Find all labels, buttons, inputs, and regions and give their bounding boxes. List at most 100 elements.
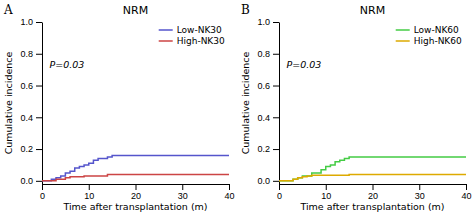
x-axis: 0 10 20 30 40 [277,184,472,201]
y-axis-line [279,23,280,185]
y-tick-label: 0.2 [257,144,270,154]
panel-label: B [241,3,250,17]
y-tick: 0.8 [20,49,42,59]
legend-label: High-NK30 [177,36,225,46]
legend-swatch [396,29,410,31]
legend-item: Low-NK30 [159,25,222,35]
x-tick-mark [419,184,420,190]
y-tick-label: 0.6 [257,81,270,91]
legend-label: High-NK60 [414,36,462,46]
x-tick-mark [182,184,183,190]
y-tick: 0.4 [257,113,279,123]
p-value: P=0.03 [286,59,321,70]
y-tick-label: 0.8 [20,49,33,59]
y-tick: 0.8 [257,49,279,59]
legend-swatch [159,40,173,42]
y-axis-title: Cumulative incidence [240,51,251,154]
step-line [42,155,229,180]
step-line [279,174,466,180]
x-tick-mark [229,184,230,190]
y-tick-label: 0.0 [257,176,270,186]
x-axis-title: Time after transplantation (m) [299,201,444,212]
panel: 0 10 20 30 40 0.0 0.2 0.4 0.6 0.8 1.0 NRM Time after… [3,3,235,212]
y-tick: 0.4 [20,113,42,123]
y-tick-mark [273,54,279,55]
y-tick: 0.2 [20,144,42,154]
figure: 0 10 20 30 40 0.0 0.2 0.4 0.6 0.8 1.0 NRM Time after… [0,0,474,214]
y-tick-mark [36,181,42,182]
title: NRM [123,4,148,17]
plot-area [279,157,466,181]
x-tick-mark [279,184,280,190]
x-tick-label: 30 [415,191,425,201]
x-tick: 30 [178,184,188,201]
y-tick-mark [36,22,42,23]
x-tick-mark [326,184,327,190]
x-axis-title: Time after transplantation (m) [62,201,207,212]
x-tick-label: 0 [40,191,45,201]
x-tick: 20 [131,184,141,201]
y-tick-mark [273,86,279,87]
y-tick-mark [273,22,279,23]
x-axis: 0 10 20 30 40 [40,184,235,201]
y-tick: 0.0 [20,176,42,186]
y-axis: 0.0 0.2 0.4 0.6 0.8 1.0 [20,17,42,186]
y-axis: 0.0 0.2 0.4 0.6 0.8 1.0 [257,17,279,186]
title: NRM [360,4,385,17]
y-tick: 0.6 [20,81,42,91]
plot-area [42,155,229,180]
panel-label: A [3,3,13,17]
legend-item: High-NK60 [396,36,462,46]
y-tick-mark [273,149,279,150]
y-tick-label: 1.0 [20,17,33,27]
y-tick: 0.2 [257,144,279,154]
panel: 0 10 20 30 40 0.0 0.2 0.4 0.6 0.8 1.0 NRM Time after… [240,3,472,212]
legend-item: Low-NK60 [396,25,459,35]
x-tick: 20 [368,184,378,201]
x-tick-label: 20 [368,191,378,201]
legend-label: Low-NK60 [414,25,459,35]
y-tick: 1.0 [20,17,42,27]
y-tick-mark [36,54,42,55]
x-tick-label: 10 [84,191,94,201]
x-tick-mark [42,184,43,190]
y-tick-mark [36,86,42,87]
y-tick-label: 0.6 [20,81,33,91]
legend: Low-NK60High-NK60 [396,25,462,46]
x-tick-label: 10 [321,191,331,201]
x-tick-label: 40 [461,191,471,201]
y-tick-mark [36,149,42,150]
x-tick-mark [89,184,90,190]
y-tick-label: 0.0 [20,176,33,186]
y-tick-label: 0.2 [20,144,33,154]
y-tick-label: 0.8 [257,49,270,59]
x-tick-label: 30 [178,191,188,201]
x-tick: 30 [415,184,425,201]
x-tick-mark [466,184,467,190]
x-tick-label: 40 [224,191,234,201]
legend-item: High-NK30 [159,36,225,46]
x-tick: 10 [84,184,94,201]
y-tick: 0.0 [257,176,279,186]
legend-label: Low-NK30 [177,25,222,35]
y-tick-mark [36,117,42,118]
y-axis-line [42,23,43,185]
x-tick-mark [373,184,374,190]
x-tick: 40 [461,184,471,201]
legend-swatch [396,40,410,42]
y-tick-label: 0.4 [257,113,270,123]
y-tick-mark [273,181,279,182]
x-tick: 40 [224,184,234,201]
x-tick-label: 20 [131,191,141,201]
y-tick: 1.0 [257,17,279,27]
p-value: P=0.03 [49,59,84,70]
y-axis-title: Cumulative incidence [3,51,14,154]
x-tick-mark [136,184,137,190]
legend: Low-NK30High-NK30 [159,25,225,46]
x-tick: 0 [277,184,282,201]
step-line [42,174,229,180]
y-tick: 0.6 [257,81,279,91]
y-tick-label: 0.4 [20,113,33,123]
legend-swatch [159,29,173,31]
step-line [279,157,466,181]
